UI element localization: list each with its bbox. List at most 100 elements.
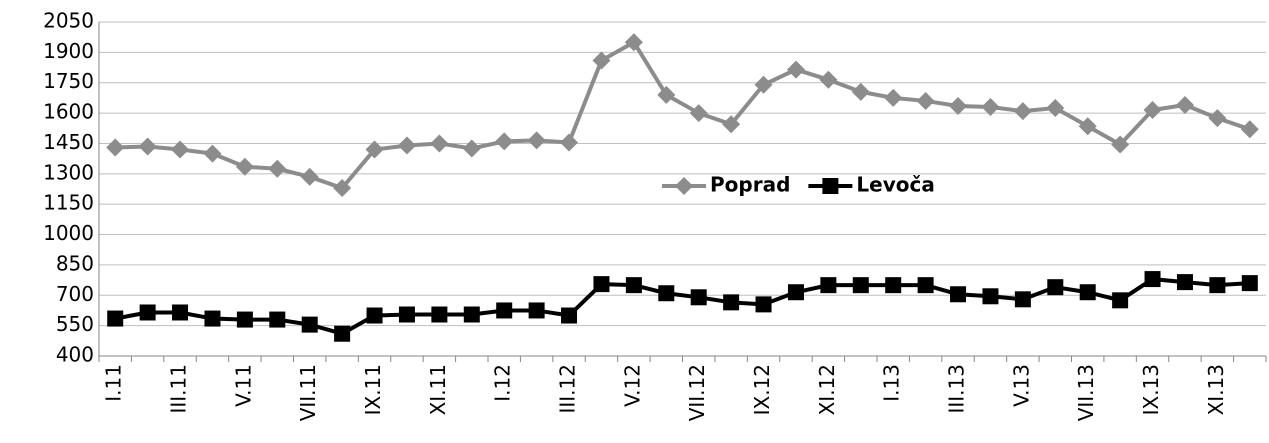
y-tick-label: 550 xyxy=(56,312,94,336)
data-point xyxy=(820,277,837,294)
data-point xyxy=(235,157,254,176)
legend-marker xyxy=(822,178,839,194)
data-point xyxy=(1112,292,1129,309)
data-point xyxy=(916,91,935,110)
data-point xyxy=(754,75,773,94)
data-point xyxy=(787,284,804,301)
x-tick-label: III.12 xyxy=(556,364,580,414)
data-point xyxy=(819,70,838,89)
series-line xyxy=(115,39,1251,191)
data-point xyxy=(268,159,287,178)
data-point xyxy=(592,51,611,70)
data-point xyxy=(1046,99,1065,118)
data-point xyxy=(884,88,903,107)
y-tick-label: 1000 xyxy=(43,221,94,245)
x-tick-label: XI.11 xyxy=(426,364,450,415)
data-point xyxy=(723,294,740,311)
data-point xyxy=(366,307,383,324)
data-point xyxy=(138,137,157,156)
x-tick-label: I.11 xyxy=(102,364,126,402)
data-point xyxy=(430,134,449,153)
x-tick-label: I.12 xyxy=(491,364,515,402)
data-point xyxy=(560,133,579,152)
data-point xyxy=(786,60,805,79)
x-tick-label: VII.13 xyxy=(1074,364,1098,421)
data-point xyxy=(851,82,870,101)
y-tick-label: 1900 xyxy=(43,39,94,63)
y-tick-label: 1300 xyxy=(43,160,94,184)
data-point xyxy=(1144,271,1161,288)
data-point xyxy=(1175,95,1194,114)
data-point xyxy=(657,85,676,104)
x-tick-label: III.13 xyxy=(945,364,969,414)
data-point xyxy=(463,306,480,323)
y-tick-label: 850 xyxy=(56,251,94,275)
data-point xyxy=(658,285,675,302)
data-point xyxy=(333,178,352,197)
data-point xyxy=(172,304,189,321)
data-point xyxy=(949,97,968,116)
data-point xyxy=(981,98,1000,117)
data-point xyxy=(1143,101,1162,120)
x-tick-label: IX.11 xyxy=(361,364,385,415)
data-point xyxy=(269,311,286,328)
x-tick-label: V.12 xyxy=(620,364,644,407)
y-tick-label: 400 xyxy=(56,343,94,367)
data-point xyxy=(398,306,415,323)
x-tick-label: IX.12 xyxy=(750,364,774,415)
data-point xyxy=(495,132,514,151)
data-point xyxy=(1208,109,1227,128)
data-point xyxy=(1111,135,1130,154)
data-point xyxy=(1013,102,1032,121)
data-point xyxy=(139,304,156,321)
data-point xyxy=(950,286,967,303)
data-point xyxy=(982,288,999,305)
y-tick-label: 1750 xyxy=(43,69,94,93)
data-point xyxy=(431,306,448,323)
data-point xyxy=(689,104,708,123)
x-tick-label: V.13 xyxy=(1009,364,1033,407)
y-tick-label: 1450 xyxy=(43,130,94,154)
data-point xyxy=(1176,274,1193,291)
data-point xyxy=(462,139,481,158)
legend-label: Levoča xyxy=(856,173,934,197)
data-point xyxy=(1241,275,1258,292)
x-tick-label: III.11 xyxy=(167,364,191,414)
data-point xyxy=(528,302,545,319)
data-point xyxy=(1014,291,1031,308)
x-tick-label: VII.11 xyxy=(296,364,320,421)
legend-label: Poprad xyxy=(710,173,790,197)
y-tick-label: 700 xyxy=(56,282,94,306)
data-point xyxy=(1209,277,1226,294)
data-point xyxy=(203,144,222,163)
data-point xyxy=(107,310,124,327)
y-tick-label: 1150 xyxy=(43,191,94,215)
data-point xyxy=(365,140,384,159)
data-point xyxy=(204,310,221,327)
data-point xyxy=(171,140,190,159)
data-point xyxy=(236,311,253,328)
data-point xyxy=(496,302,513,319)
data-point xyxy=(852,277,869,294)
data-point xyxy=(301,316,318,333)
x-tick-label: XI.13 xyxy=(1204,364,1228,415)
data-point xyxy=(561,307,578,324)
data-point xyxy=(334,325,351,342)
data-point xyxy=(625,277,642,294)
data-point xyxy=(1079,284,1096,301)
legend-marker xyxy=(675,177,693,195)
data-point xyxy=(593,276,610,293)
data-point xyxy=(106,138,125,157)
data-point xyxy=(1047,279,1064,296)
data-point xyxy=(624,33,643,52)
data-point xyxy=(397,136,416,155)
data-point xyxy=(885,277,902,294)
data-point xyxy=(690,289,707,306)
y-tick-label: 1600 xyxy=(43,100,94,124)
x-tick-label: V.11 xyxy=(231,364,255,407)
data-point xyxy=(1078,117,1097,136)
x-tick-label: VII.12 xyxy=(685,364,709,421)
data-point xyxy=(917,277,934,294)
x-tick-label: XI.12 xyxy=(815,364,839,415)
